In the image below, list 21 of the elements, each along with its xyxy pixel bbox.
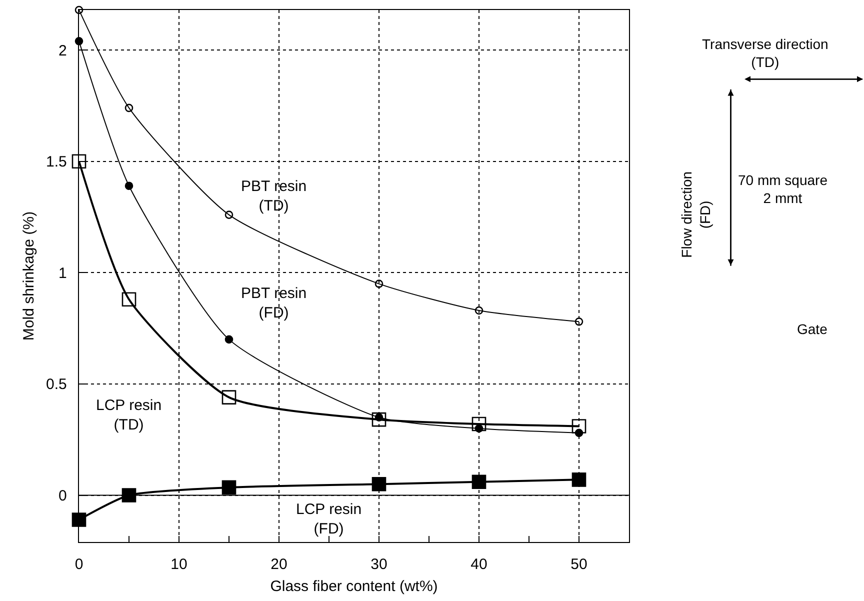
y-tick-label: 1 xyxy=(58,264,67,282)
y-axis-title: Mold shrinkage (%) xyxy=(20,211,38,341)
text: Transverse direction (TD) xyxy=(702,36,828,70)
text: LCP resin (TD) xyxy=(96,397,162,434)
x-tick-label: 0 xyxy=(74,556,84,574)
y-tick-label: 1.5 xyxy=(46,154,67,171)
y-tick-label: 0.5 xyxy=(46,376,67,394)
series-label: PBT resin (FD) xyxy=(241,285,307,322)
text: Gate xyxy=(797,321,828,337)
series-label: PBT resin (TD) xyxy=(241,178,307,214)
y-tick-label: 0 xyxy=(58,488,67,505)
text: 70 mm square 2 mmt xyxy=(738,172,828,206)
x-tick-label: 40 xyxy=(470,556,488,574)
text: Flow direction (FD) xyxy=(678,171,713,258)
series-label: LCP resin (FD) xyxy=(296,501,362,538)
x-axis-title: Glass fiber content (wt%) xyxy=(270,578,438,596)
x-tick-label: 50 xyxy=(570,556,588,574)
x-tick-label: 20 xyxy=(270,556,288,574)
y-tick-label: 2 xyxy=(58,42,67,60)
x-tick-label: 10 xyxy=(170,556,188,574)
x-tick-label: 30 xyxy=(370,556,388,574)
